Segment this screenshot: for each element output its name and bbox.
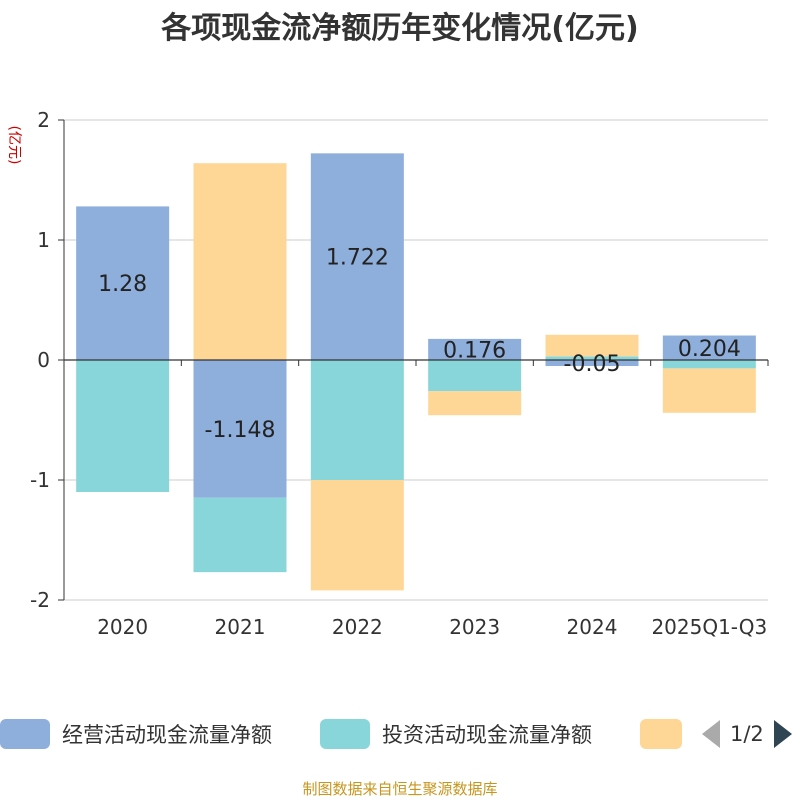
data-source-note: 制图数据来自恒生聚源数据库 <box>302 780 498 798</box>
y-tick-label: -1 <box>30 468 50 492</box>
legend-item-investing[interactable]: 投资活动现金流量净额 <box>320 718 592 750</box>
bar-0-2023 <box>428 338 522 360</box>
data-label: 0.176 <box>443 338 506 363</box>
stacked-bar-chart: 各项现金流净额历年变化情况(亿元) (亿元) 2 1 0 -1 -2 2020 2021 20… <box>6 11 769 639</box>
legend-label-operating: 经营活动现金流量净额 <box>62 723 272 747</box>
legend-pager: 1/2 <box>702 718 792 750</box>
bar-1-2023 <box>428 360 522 392</box>
next-page-icon[interactable] <box>773 720 792 748</box>
bar-1-2024 <box>545 356 639 360</box>
x-tick-label: 2024 <box>567 615 618 639</box>
data-labels: 1.28 -1.148 1.722 0.176 -0.05 0.204 <box>98 246 741 443</box>
legend-item-financing[interactable] <box>640 718 682 750</box>
bar-0-2025Q1-Q3 <box>662 335 756 360</box>
legend-page-indicator: 1/2 <box>730 722 764 746</box>
y-tick-label: 2 <box>37 108 50 132</box>
bar-1-2025Q1-Q3 <box>662 360 756 369</box>
axes: 2 1 0 -1 -2 2020 2021 2022 2023 2024 2025Q1-Q3 <box>30 108 769 639</box>
bar-1-2020 <box>76 360 170 492</box>
y-tick-label: -2 <box>30 588 50 612</box>
bar-2-2025Q1-Q3 <box>662 368 756 413</box>
x-tick-label: 2023 <box>449 615 500 639</box>
bar-0-2024 <box>545 360 639 366</box>
bar-0-2020 <box>76 206 170 360</box>
legend: 经营活动现金流量净额 投资活动现金流量净额 1/2 <box>0 718 800 750</box>
x-tick-label: 2021 <box>215 615 266 639</box>
bar-2-2023 <box>428 391 522 416</box>
x-tick-label: 2025Q1-Q3 <box>651 615 767 639</box>
x-tick-label: 2022 <box>332 615 383 639</box>
prev-page-icon[interactable] <box>702 720 720 748</box>
data-label: 0.204 <box>678 337 741 362</box>
bar-1-2022 <box>310 360 404 480</box>
bar-2-2021 <box>193 163 287 360</box>
legend-label-investing: 投资活动现金流量净额 <box>382 723 592 747</box>
y-axis-label: (亿元) <box>6 126 22 165</box>
bar-2-2024 <box>545 334 639 357</box>
legend-swatch-investing <box>320 719 370 749</box>
chart-title: 各项现金流净额历年变化情况(亿元) <box>160 11 638 46</box>
bar-2-2022 <box>310 480 404 591</box>
bar-0-2022 <box>310 153 404 360</box>
y-tick-label: 1 <box>37 228 50 252</box>
y-tick-label: 0 <box>37 348 50 372</box>
legend-swatch-operating <box>0 719 50 749</box>
bar-0-2021 <box>193 360 287 498</box>
data-label: -1.148 <box>205 418 276 443</box>
x-tick-label: 2020 <box>97 615 148 639</box>
data-label: 1.28 <box>98 272 147 297</box>
bars <box>76 153 756 591</box>
data-label: -0.05 <box>564 352 621 377</box>
legend-item-operating[interactable]: 经营活动现金流量净额 <box>0 718 272 750</box>
legend-swatch-financing <box>640 719 682 749</box>
gridlines <box>64 119 768 601</box>
data-label: 1.722 <box>326 246 389 271</box>
bar-1-2021 <box>193 497 287 573</box>
